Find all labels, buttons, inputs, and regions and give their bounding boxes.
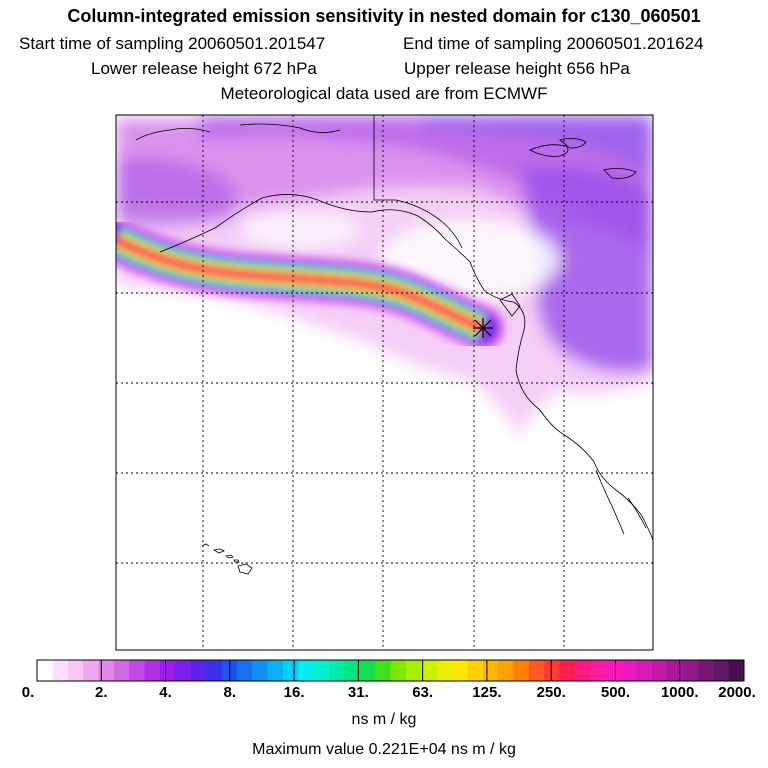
colorbar-swatch bbox=[713, 660, 730, 681]
colorbar-tick-label: 2000. bbox=[718, 684, 756, 701]
colorbar-swatch bbox=[467, 660, 484, 681]
colorbar-swatch bbox=[559, 660, 576, 681]
met-data-label: Meteorological data used are from ECMWF bbox=[220, 84, 548, 103]
sensitivity-field bbox=[116, 115, 653, 650]
colorbar-swatch bbox=[544, 660, 561, 681]
colorbar-tick-label: 125. bbox=[472, 684, 502, 701]
colorbar-swatch bbox=[159, 660, 176, 681]
colorbar-tick-label: 0. bbox=[21, 684, 35, 701]
colorbar-swatch bbox=[37, 660, 53, 681]
colorbar-tick-label: 2. bbox=[95, 684, 108, 701]
colorbar-swatch bbox=[52, 660, 69, 681]
colorbar-swatch bbox=[621, 660, 637, 681]
colorbar-swatch bbox=[144, 660, 161, 681]
colorbar-tick-label: 500. bbox=[600, 684, 631, 701]
colorbar-swatch bbox=[498, 660, 514, 681]
colorbar-swatch bbox=[83, 660, 99, 681]
colorbar-swatch bbox=[528, 660, 545, 681]
colorbar-swatch bbox=[252, 660, 269, 681]
hawaii-islands bbox=[201, 543, 253, 575]
colorbar-swatch bbox=[651, 660, 668, 681]
colorbar-swatch bbox=[728, 660, 745, 681]
map-frame bbox=[115, 114, 654, 651]
colorbar-swatch bbox=[190, 660, 207, 681]
colorbar-swatch bbox=[605, 660, 622, 681]
lower-height-label: Lower release height 672 hPa bbox=[91, 59, 317, 78]
colorbar-tick-label: 63. bbox=[412, 684, 434, 701]
colorbar-swatch bbox=[682, 660, 699, 681]
colorbar-swatch bbox=[574, 660, 591, 681]
coastlines bbox=[135, 115, 653, 541]
plot-title: Column-integrated emission sensitivity i… bbox=[67, 6, 701, 26]
colorbar-swatch bbox=[667, 660, 684, 681]
start-time-label: Start time of sampling 20060501.201547 bbox=[19, 34, 326, 53]
colorbar-swatch bbox=[298, 660, 315, 681]
graticule bbox=[116, 115, 653, 650]
colorbar-swatch bbox=[375, 660, 391, 681]
colorbar-swatch bbox=[697, 660, 714, 681]
colorbar-swatch bbox=[390, 660, 407, 681]
colorbar-swatch bbox=[329, 660, 345, 681]
colorbar-swatch bbox=[313, 660, 330, 681]
colorbar-tick-label: 16. bbox=[283, 684, 305, 701]
colorbar-tick-label: 8. bbox=[223, 684, 237, 701]
colorbar-frame bbox=[36, 659, 745, 682]
plume bbox=[116, 217, 505, 351]
colorbar-swatch bbox=[359, 660, 376, 681]
colorbar-tick-label: 4. bbox=[159, 684, 172, 701]
colorbar-units: ns m / kg bbox=[351, 711, 417, 728]
colorbar-swatch bbox=[236, 660, 253, 681]
colorbar-swatch bbox=[282, 660, 299, 681]
max-value-label: Maximum value 0.221E+04 ns m / kg bbox=[252, 741, 516, 758]
colorbar-swatch bbox=[405, 660, 422, 681]
colorbar-swatch bbox=[129, 660, 146, 681]
upper-height-label: Upper release height 656 hPa bbox=[404, 59, 630, 78]
colorbar-tick-label: 1000. bbox=[660, 684, 699, 701]
star-icon bbox=[473, 318, 493, 338]
colorbar-swatch bbox=[267, 660, 284, 681]
colorbar-swatch bbox=[98, 660, 115, 681]
colorbar-swatch bbox=[636, 660, 653, 681]
colorbar-swatch bbox=[436, 660, 453, 681]
colorbar-swatch bbox=[67, 660, 84, 681]
colorbar-swatch bbox=[175, 660, 192, 681]
colorbar-swatch bbox=[421, 660, 438, 681]
colorbar-swatch bbox=[513, 660, 530, 681]
colorbar-tick-label: 250. bbox=[536, 684, 566, 701]
colorbar-swatch bbox=[206, 660, 222, 681]
colorbar-swatch bbox=[482, 660, 499, 681]
colorbar bbox=[37, 660, 745, 681]
colorbar-swatch bbox=[344, 660, 361, 681]
end-time-label: End time of sampling 20060501.201624 bbox=[403, 34, 704, 53]
colorbar-tick-label: 31. bbox=[347, 684, 369, 701]
colorbar-swatch bbox=[451, 660, 468, 681]
colorbar-swatch bbox=[590, 660, 607, 681]
colorbar-swatch bbox=[113, 660, 130, 681]
